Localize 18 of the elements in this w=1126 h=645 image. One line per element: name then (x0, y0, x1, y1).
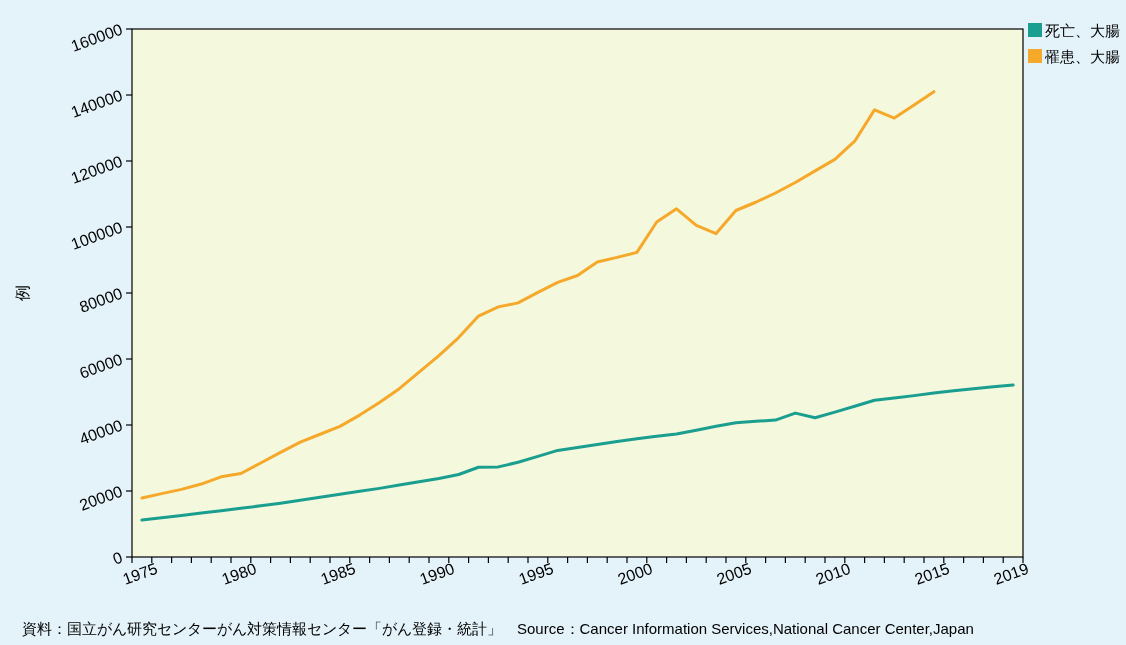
y-tick-label: 40000 (77, 416, 125, 448)
x-tick-label: 2010 (813, 559, 853, 588)
x-tick-label: 1985 (318, 559, 358, 588)
x-tick-label: 2019 (991, 559, 1031, 588)
y-tick-label: 20000 (77, 482, 125, 514)
y-tick-label: 60000 (77, 350, 125, 382)
x-tick-label: 2015 (912, 559, 952, 588)
y-tick-label: 0 (110, 548, 125, 568)
text: 資料：国立がん研究センターがん対策情報センター「がん登録・統計」 Source：Cancer Information Services,National Cancer Center,Japan (22, 620, 974, 637)
x-tick-label: 1995 (516, 559, 556, 588)
y-tick-label: 80000 (77, 284, 125, 316)
x-tick-label: 1980 (219, 559, 259, 588)
legend-label: 罹患、大腸 (1044, 48, 1120, 65)
y-axis-title: 例 (14, 285, 31, 301)
legend-label: 死亡、大腸 (1045, 22, 1120, 39)
x-tick-label: 1990 (417, 559, 457, 588)
x-tick-label: 2005 (714, 559, 754, 588)
x-tick-label: 2000 (615, 559, 655, 588)
